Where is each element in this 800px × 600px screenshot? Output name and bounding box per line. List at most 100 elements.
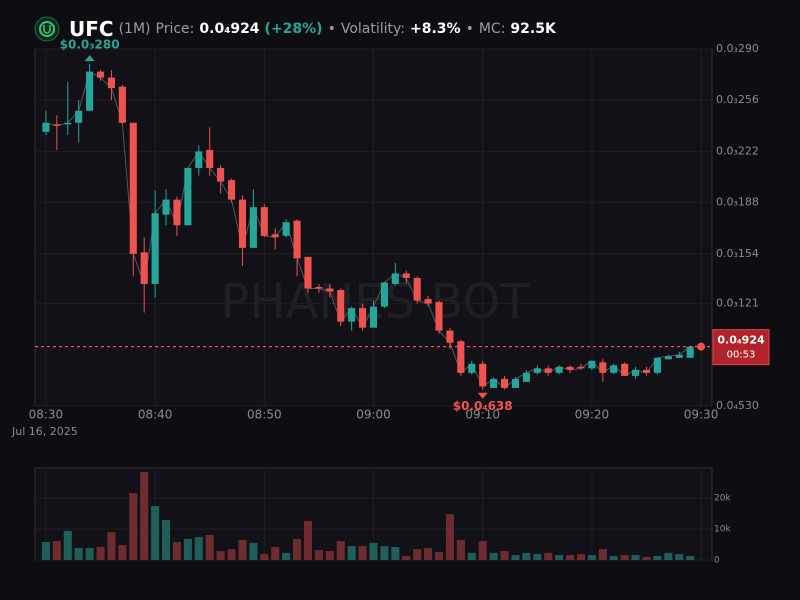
volume-bar <box>314 550 323 560</box>
volume-bar <box>249 542 258 560</box>
candle-body <box>566 366 574 370</box>
volume-bar <box>238 539 247 560</box>
candle-body <box>107 77 115 89</box>
volume-bar <box>41 542 50 560</box>
mc-label: MC: <box>478 21 506 37</box>
token-icon <box>34 16 60 42</box>
volume-bar <box>129 493 138 560</box>
candle-body <box>64 122 72 125</box>
volume-bar <box>325 551 334 560</box>
volume-bar <box>489 552 498 560</box>
volume-tick-label: 0 <box>714 556 720 566</box>
candle-body <box>53 124 61 126</box>
candle-body <box>599 362 607 373</box>
min-label: $0.0₄638 <box>453 399 513 413</box>
candle-body <box>348 308 356 322</box>
x-tick-label: 09:00 <box>356 408 391 422</box>
y-tick-label: 0.0₃188 <box>716 196 759 209</box>
candle-body <box>555 366 563 373</box>
volume-bar <box>293 538 302 560</box>
candle-body <box>533 368 541 373</box>
volume-bar <box>424 547 433 560</box>
candle-body <box>315 287 323 289</box>
header: UFC (1M) Price: 0.0₄924 (+28%) • Volatil… <box>34 14 556 44</box>
volume-bar <box>183 538 192 560</box>
volume-bar <box>52 541 61 560</box>
volume-bar <box>544 552 553 560</box>
candle-body <box>632 369 640 376</box>
x-tick-label: 08:30 <box>29 408 64 422</box>
volume-bar <box>216 551 225 560</box>
volume-bar <box>576 554 586 560</box>
candle-body <box>217 168 225 182</box>
x-tick-label: 09:30 <box>684 408 719 422</box>
candle-body <box>359 308 367 328</box>
y-tick-label: 0.0₃290 <box>716 42 759 55</box>
candle-body <box>282 222 290 236</box>
price-tag <box>712 329 770 366</box>
candle-body <box>42 122 50 132</box>
candle-body <box>75 110 83 123</box>
volume-bar <box>140 472 149 560</box>
candle-body <box>293 220 301 259</box>
volume-bar <box>194 537 203 560</box>
countdown: 00:53 <box>727 350 756 361</box>
volume-bar <box>642 556 651 560</box>
volume-bar <box>445 514 454 560</box>
volume-bar <box>391 546 400 560</box>
market-cap: 92.5K <box>510 21 556 37</box>
volume-bar <box>271 546 280 560</box>
volume-tick-label: 10k <box>714 525 731 535</box>
y-tick-label: 0.0₄530 <box>716 399 759 412</box>
volatility: +8.3% <box>410 21 461 37</box>
candle-body <box>424 299 432 304</box>
volume-bar <box>555 555 564 560</box>
volume-bar <box>282 552 291 560</box>
volume-bar <box>74 547 83 560</box>
symbol: UFC <box>69 17 114 41</box>
candle-body <box>271 234 279 238</box>
volume-bar <box>303 520 313 560</box>
candle-body <box>413 277 421 301</box>
price: 0.0₄924 <box>199 21 260 37</box>
y-tick-label: 0.0₃154 <box>716 247 759 260</box>
candle-body <box>304 256 312 289</box>
volume-bar <box>63 530 72 560</box>
volume-bar <box>675 554 684 560</box>
candle-body <box>653 357 661 373</box>
candle-body <box>238 199 247 248</box>
candle-body <box>664 356 672 360</box>
change: (+28%) <box>264 21 323 37</box>
candle-body <box>522 372 530 382</box>
max-label: $0.0₃280 <box>60 38 120 52</box>
volume-bar <box>533 554 542 560</box>
volume-bar <box>402 555 411 560</box>
volume-bar <box>434 551 444 560</box>
candle-body <box>206 149 214 168</box>
volume-bar <box>358 546 367 560</box>
y-tick-label: 0.0₃121 <box>716 297 759 310</box>
max-marker <box>84 55 95 62</box>
volume-bar <box>686 555 695 560</box>
candle-body <box>86 71 94 111</box>
candle-body <box>446 330 454 343</box>
candle-body <box>642 369 651 373</box>
volume-bar <box>456 539 465 560</box>
candle-body <box>337 290 345 322</box>
volume-bar <box>587 555 596 560</box>
volume-bar <box>205 534 214 560</box>
candle-body <box>468 363 476 373</box>
candle-body <box>184 168 192 226</box>
candle-body <box>249 207 257 248</box>
volume-bar <box>347 546 356 560</box>
candle-body <box>326 288 334 292</box>
y-tick-label: 0.0₃256 <box>716 93 759 106</box>
volume-bar <box>260 554 269 560</box>
candle-body <box>151 213 159 284</box>
candle-body <box>479 363 487 387</box>
volume-bar <box>653 555 662 560</box>
x-tick-label: 09:10 <box>465 408 500 422</box>
volume-bar <box>227 549 236 560</box>
volume-bar <box>664 552 673 560</box>
volume-bar <box>413 549 422 560</box>
